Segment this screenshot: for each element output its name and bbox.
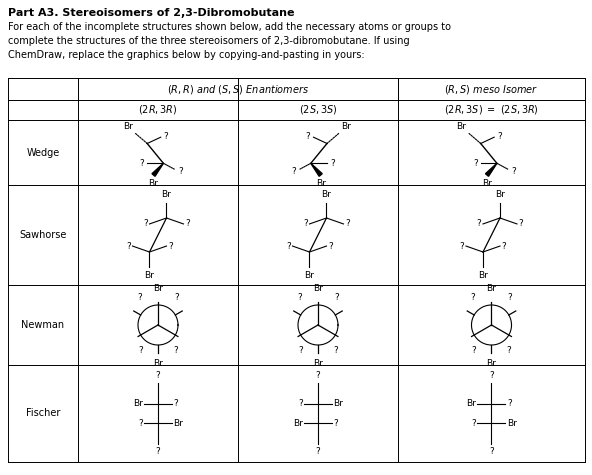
- Text: Br: Br: [133, 399, 143, 408]
- Text: ?: ?: [489, 447, 494, 456]
- Text: Br: Br: [316, 179, 326, 188]
- Text: Br: Br: [507, 419, 517, 428]
- Text: ?: ?: [126, 242, 131, 250]
- Text: ?: ?: [156, 370, 160, 380]
- Text: ?: ?: [330, 159, 334, 168]
- Text: ?: ?: [168, 242, 173, 250]
- Text: ?: ?: [471, 419, 476, 428]
- Text: ?: ?: [316, 370, 320, 380]
- Text: ?: ?: [173, 399, 178, 408]
- Text: Br: Br: [482, 179, 492, 188]
- Text: $(2S,3S)$: $(2S,3S)$: [299, 104, 337, 116]
- Text: ?: ?: [139, 346, 143, 355]
- Text: ?: ?: [511, 167, 516, 176]
- Text: $(2R,3R)$: $(2R,3R)$: [139, 104, 178, 116]
- Text: Br: Br: [495, 190, 505, 200]
- Text: $(R,S)$ $\it{meso}$ Isomer: $(R,S)$ $\it{meso}$ Isomer: [445, 83, 539, 95]
- Text: ?: ?: [174, 293, 179, 302]
- Text: ?: ?: [286, 242, 291, 250]
- Text: ?: ?: [143, 219, 148, 228]
- Text: Br: Br: [162, 190, 172, 200]
- Text: ?: ?: [333, 346, 338, 355]
- Text: Br: Br: [149, 179, 159, 188]
- Text: Newman: Newman: [21, 320, 65, 330]
- Text: Br: Br: [313, 359, 323, 368]
- Text: ?: ?: [472, 346, 477, 355]
- Text: Fischer: Fischer: [26, 408, 60, 418]
- Text: ?: ?: [328, 242, 333, 250]
- Text: ?: ?: [497, 132, 502, 141]
- Text: Br: Br: [292, 419, 303, 428]
- Text: ?: ?: [298, 399, 303, 408]
- Text: ?: ?: [334, 293, 339, 302]
- Text: ?: ?: [489, 370, 494, 380]
- Text: Br: Br: [144, 271, 155, 280]
- Text: ?: ?: [477, 219, 481, 228]
- Text: ?: ?: [291, 167, 296, 176]
- Text: ?: ?: [305, 132, 310, 141]
- Text: $(R,R)$ and $(S,S)$ Enantiomers: $(R,R)$ and $(S,S)$ Enantiomers: [167, 83, 309, 95]
- Text: ?: ?: [501, 242, 506, 250]
- Text: Br: Br: [487, 359, 497, 368]
- Text: ?: ?: [185, 219, 190, 228]
- Text: Br: Br: [153, 359, 163, 368]
- Text: Sawhorse: Sawhorse: [20, 230, 67, 240]
- Text: ?: ?: [303, 219, 308, 228]
- Text: ?: ?: [140, 159, 144, 168]
- Text: ?: ?: [471, 293, 475, 302]
- Polygon shape: [152, 163, 163, 176]
- Text: ?: ?: [473, 159, 478, 168]
- Text: Br: Br: [304, 271, 314, 280]
- Text: Br: Br: [321, 190, 332, 200]
- Text: Br: Br: [153, 284, 163, 293]
- Text: ?: ?: [459, 242, 464, 250]
- Text: ?: ?: [519, 219, 523, 228]
- Text: ?: ?: [137, 293, 142, 302]
- Text: ?: ?: [178, 167, 183, 176]
- Text: ?: ?: [345, 219, 350, 228]
- Text: ?: ?: [156, 447, 160, 456]
- Text: ?: ?: [164, 132, 169, 141]
- Polygon shape: [311, 163, 322, 176]
- Text: Br: Br: [456, 122, 466, 131]
- Text: ?: ?: [507, 346, 511, 355]
- Text: ?: ?: [138, 419, 143, 428]
- Text: ?: ?: [316, 447, 320, 456]
- Text: ?: ?: [507, 293, 512, 302]
- Text: Br: Br: [173, 419, 184, 428]
- Text: Wedge: Wedge: [27, 148, 60, 158]
- Text: For each of the incomplete structures shown below, add the necessary atoms or gr: For each of the incomplete structures sh…: [8, 22, 451, 60]
- Text: Br: Br: [342, 122, 352, 131]
- Text: Br: Br: [466, 399, 476, 408]
- Text: Br: Br: [333, 399, 343, 408]
- Text: Br: Br: [487, 284, 497, 293]
- Text: ?: ?: [297, 293, 302, 302]
- Text: Br: Br: [478, 271, 488, 280]
- Text: Br: Br: [313, 284, 323, 293]
- Text: ?: ?: [333, 419, 338, 428]
- Text: $(2R,3S)$ $=$ $(2S,3R)$: $(2R,3S)$ $=$ $(2S,3R)$: [444, 104, 539, 116]
- Text: ?: ?: [173, 346, 178, 355]
- Polygon shape: [485, 163, 497, 176]
- Text: Part A3. Stereoisomers of 2,3-Dibromobutane: Part A3. Stereoisomers of 2,3-Dibromobut…: [8, 8, 294, 18]
- Text: Br: Br: [123, 122, 133, 131]
- Text: ?: ?: [298, 346, 303, 355]
- Text: ?: ?: [507, 399, 511, 408]
